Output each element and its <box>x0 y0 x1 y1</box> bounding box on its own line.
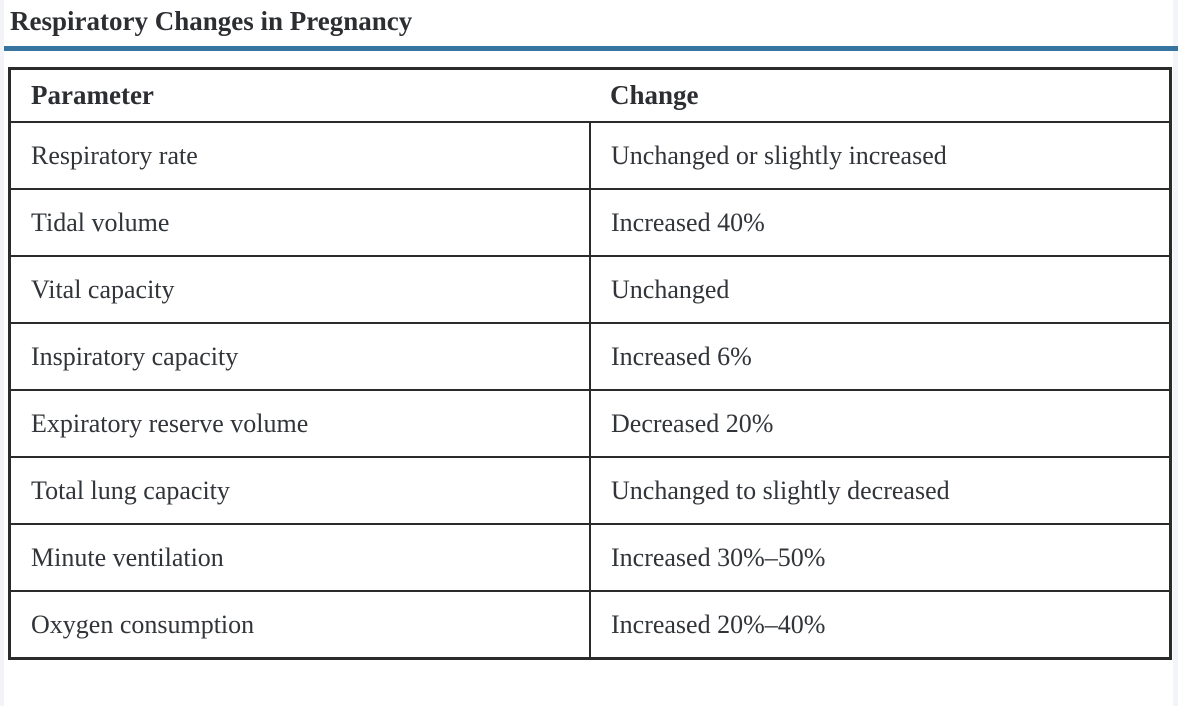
title-divider <box>4 46 1178 51</box>
column-header-change: Change <box>590 67 1171 123</box>
parameter-cell: Tidal volume <box>8 188 591 257</box>
parameter-cell: Total lung capacity <box>8 456 591 525</box>
table-row: Tidal volume Increased 40% <box>8 188 1172 257</box>
change-cell: Unchanged to slightly decreased <box>589 456 1172 525</box>
table-body: Respiratory rate Unchanged or slightly i… <box>8 121 1172 660</box>
change-cell: Increased 30%–50% <box>589 523 1172 592</box>
table-row: Inspiratory capacity Increased 6% <box>8 322 1172 391</box>
parameter-cell: Inspiratory capacity <box>8 322 591 391</box>
parameter-cell: Respiratory rate <box>8 121 591 190</box>
table-row: Oxygen consumption Increased 20%–40% <box>8 590 1172 660</box>
table-row: Minute ventilation Increased 30%–50% <box>8 523 1172 592</box>
content-area: Respiratory Changes in Pregnancy Paramet… <box>4 0 1178 706</box>
table-row: Total lung capacity Unchanged to slightl… <box>8 456 1172 525</box>
change-cell: Unchanged <box>589 255 1172 324</box>
table-row: Vital capacity Unchanged <box>8 255 1172 324</box>
parameter-cell: Minute ventilation <box>8 523 591 592</box>
table-header-row: Parameter Change <box>9 67 1171 123</box>
page-title: Respiratory Changes in Pregnancy <box>10 6 413 36</box>
change-cell: Increased 20%–40% <box>589 590 1172 660</box>
change-cell: Decreased 20% <box>589 389 1172 458</box>
change-cell: Increased 40% <box>589 188 1172 257</box>
table-header: Parameter Change <box>9 67 1171 123</box>
parameter-cell: Vital capacity <box>8 255 591 324</box>
parameter-cell: Expiratory reserve volume <box>8 389 591 458</box>
table-row: Expiratory reserve volume Decreased 20% <box>8 389 1172 458</box>
column-header-parameter: Parameter <box>9 67 590 123</box>
change-cell: Unchanged or slightly increased <box>589 121 1172 190</box>
table-row: Respiratory rate Unchanged or slightly i… <box>8 121 1172 190</box>
parameter-cell: Oxygen consumption <box>8 590 591 660</box>
respiratory-changes-table: Parameter Change Respiratory rate Unchan… <box>8 67 1172 660</box>
change-cell: Increased 6% <box>589 322 1172 391</box>
